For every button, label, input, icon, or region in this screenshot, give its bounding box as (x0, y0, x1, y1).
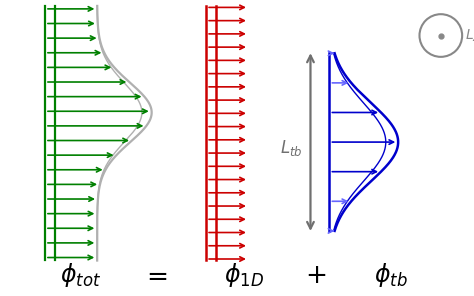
Text: $\phi_{1D}$: $\phi_{1D}$ (224, 261, 264, 289)
Text: $\phi_{tot}$: $\phi_{tot}$ (60, 261, 101, 289)
Text: $=$: $=$ (141, 263, 167, 288)
Text: $\phi_{tb}$: $\phi_{tb}$ (374, 261, 408, 289)
Text: $L_{tb}$: $L_{tb}$ (280, 138, 302, 158)
Text: $L_Z$: $L_Z$ (465, 27, 474, 44)
Text: $+$: $+$ (305, 263, 326, 288)
